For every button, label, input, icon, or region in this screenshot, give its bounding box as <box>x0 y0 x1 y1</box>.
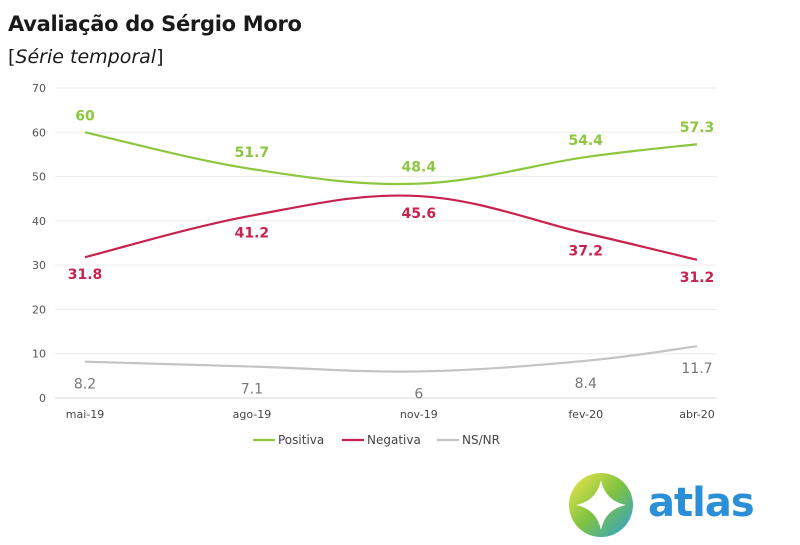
legend-entry: NS/NR <box>462 433 500 447</box>
series-line-negativa <box>84 194 698 261</box>
data-label: 57.3 <box>680 120 715 136</box>
data-label: 31.2 <box>680 270 715 286</box>
y-tick-label: 70 <box>32 82 46 95</box>
y-tick-label: 30 <box>32 259 46 272</box>
x-tick-label: fev-20 <box>568 408 603 421</box>
data-label: 54.4 <box>568 133 603 149</box>
data-label: 41.2 <box>235 226 270 242</box>
y-tick-label: 10 <box>32 348 46 361</box>
y-tick-label: 40 <box>32 215 46 228</box>
y-tick-label: 50 <box>32 171 46 184</box>
y-tick-label: 0 <box>39 392 46 405</box>
data-label: 45.6 <box>402 206 437 222</box>
subtitle-close-bracket: ] <box>156 46 164 68</box>
data-label: 8.2 <box>74 377 96 393</box>
data-label: 48.4 <box>402 160 437 176</box>
subtitle-open-bracket: [ <box>8 46 16 68</box>
data-label: 11.7 <box>681 361 712 377</box>
chart-title: Avaliação do Sérgio Moro <box>8 12 302 36</box>
line-chart: 0 10 20 30 40 50 60 70 mai-19 ago-19 nov-19 fev-20 a… <box>32 82 717 447</box>
x-tick-label: abr-20 <box>679 408 715 421</box>
atlas-logo: atlas <box>566 470 755 540</box>
chart-subtitle: [Série temporal] <box>8 46 163 68</box>
data-label: 8.4 <box>575 376 597 392</box>
legend-entry: Positiva <box>278 433 324 447</box>
data-label: 7.1 <box>241 382 263 398</box>
data-label: 60 <box>75 108 95 124</box>
data-label: 37.2 <box>568 243 603 259</box>
data-label: 31.8 <box>68 267 103 283</box>
atlas-logo-text: atlas <box>648 480 755 526</box>
y-tick-label: 60 <box>32 126 46 139</box>
x-tick-label: mai-19 <box>66 408 104 421</box>
data-label: 6 <box>414 386 423 402</box>
subtitle-text: Série temporal <box>15 46 157 68</box>
series-line-ns-nr <box>84 345 698 373</box>
atlas-logo-icon <box>569 473 633 537</box>
x-tick-label: nov-19 <box>400 408 438 421</box>
y-tick-label: 20 <box>32 303 46 316</box>
x-tick-label: ago-19 <box>233 408 272 421</box>
legend-entry: Negativa <box>367 433 421 447</box>
series-line-positiva <box>84 131 698 186</box>
data-label: 51.7 <box>235 145 270 161</box>
